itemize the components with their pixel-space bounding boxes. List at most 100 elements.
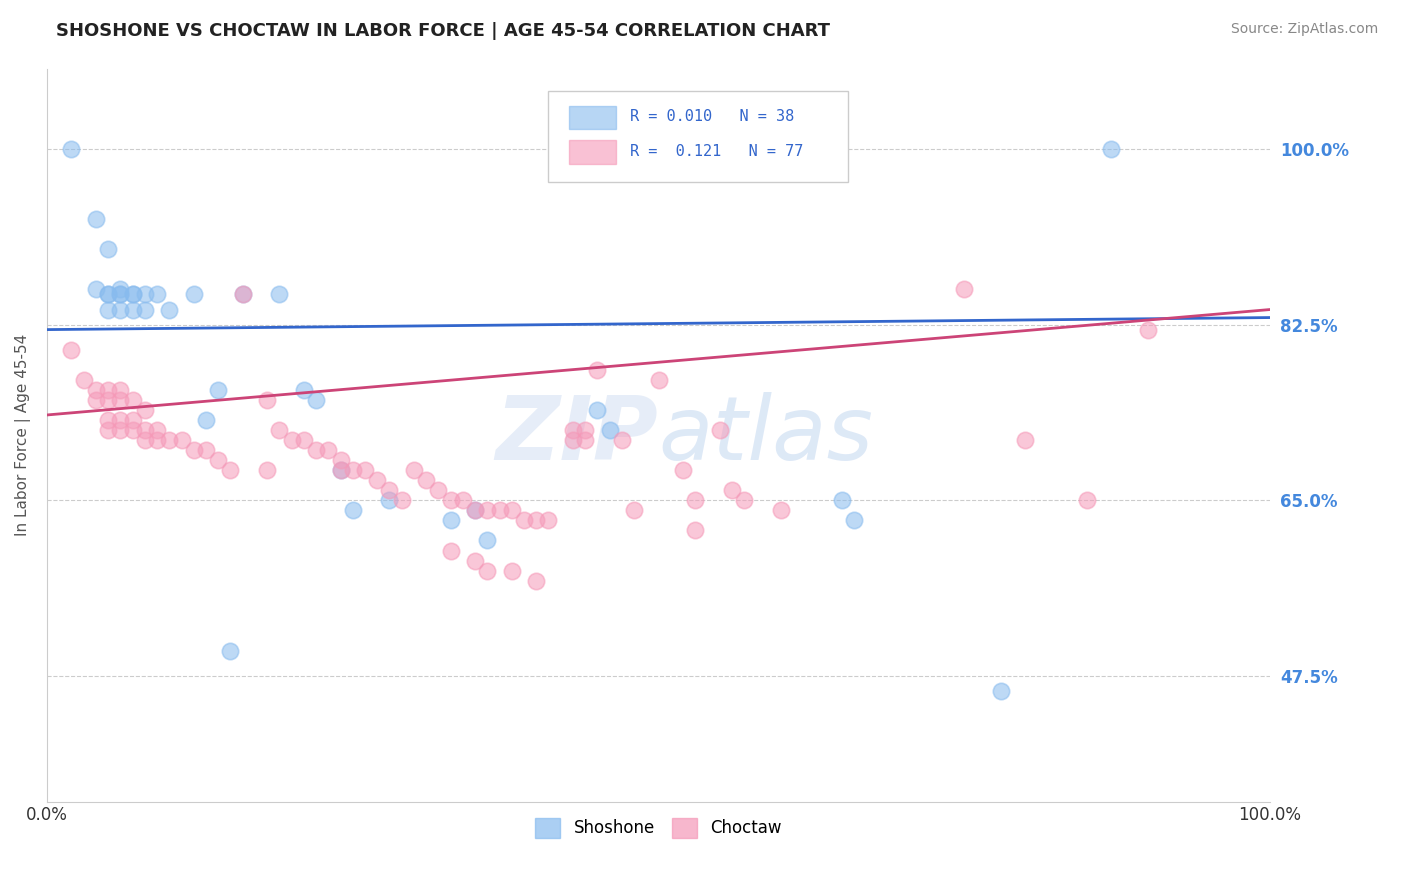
Point bbox=[953, 282, 976, 296]
Point bbox=[84, 282, 107, 296]
Point bbox=[207, 383, 229, 397]
Text: R =  0.121   N = 77: R = 0.121 N = 77 bbox=[630, 144, 804, 159]
Point bbox=[110, 287, 132, 301]
Point bbox=[342, 463, 364, 477]
Point bbox=[329, 463, 352, 477]
Point bbox=[292, 433, 315, 447]
Point bbox=[524, 574, 547, 588]
Point bbox=[586, 403, 609, 417]
Point bbox=[427, 483, 450, 498]
Point bbox=[146, 287, 169, 301]
Point bbox=[183, 287, 205, 301]
Point bbox=[157, 302, 180, 317]
Point bbox=[464, 503, 486, 517]
Point bbox=[207, 453, 229, 467]
Point bbox=[84, 383, 107, 397]
Point bbox=[60, 343, 83, 357]
Point bbox=[366, 473, 388, 487]
Point bbox=[1099, 142, 1122, 156]
Point bbox=[97, 413, 120, 427]
Point bbox=[121, 287, 143, 301]
Point bbox=[378, 493, 401, 508]
FancyBboxPatch shape bbox=[569, 106, 616, 129]
Point bbox=[647, 373, 669, 387]
Point bbox=[97, 287, 120, 301]
Text: ZIP: ZIP bbox=[496, 392, 658, 478]
Point bbox=[451, 493, 474, 508]
Point bbox=[219, 644, 242, 658]
Point bbox=[391, 493, 413, 508]
Point bbox=[464, 503, 486, 517]
Legend: Shoshone, Choctaw: Shoshone, Choctaw bbox=[529, 811, 789, 845]
Point bbox=[157, 433, 180, 447]
Point bbox=[269, 287, 291, 301]
Point bbox=[121, 302, 143, 317]
Point bbox=[121, 392, 143, 407]
Point bbox=[488, 503, 510, 517]
Point bbox=[121, 423, 143, 437]
Point bbox=[683, 524, 706, 538]
Point bbox=[219, 463, 242, 477]
Point bbox=[121, 287, 143, 301]
Point bbox=[477, 533, 499, 548]
Point bbox=[97, 302, 120, 317]
Point bbox=[110, 302, 132, 317]
Point bbox=[280, 433, 302, 447]
Y-axis label: In Labor Force | Age 45-54: In Labor Force | Age 45-54 bbox=[15, 334, 31, 536]
Point bbox=[110, 287, 132, 301]
Point bbox=[194, 413, 217, 427]
Point bbox=[269, 423, 291, 437]
Point bbox=[709, 423, 731, 437]
Point bbox=[464, 553, 486, 567]
Point bbox=[110, 423, 132, 437]
Point bbox=[586, 363, 609, 377]
Point bbox=[134, 433, 156, 447]
Point bbox=[110, 282, 132, 296]
Point bbox=[97, 383, 120, 397]
Point bbox=[477, 564, 499, 578]
Point bbox=[402, 463, 425, 477]
Point bbox=[84, 212, 107, 227]
Point bbox=[721, 483, 744, 498]
Point bbox=[599, 423, 621, 437]
Point bbox=[524, 513, 547, 527]
Point bbox=[831, 493, 853, 508]
Point bbox=[1076, 493, 1098, 508]
Point bbox=[97, 423, 120, 437]
Point bbox=[990, 684, 1012, 698]
Point bbox=[844, 513, 866, 527]
Point bbox=[134, 302, 156, 317]
Point bbox=[97, 392, 120, 407]
Point bbox=[170, 433, 193, 447]
Point bbox=[110, 392, 132, 407]
Point bbox=[342, 503, 364, 517]
Point bbox=[194, 443, 217, 458]
Point bbox=[73, 373, 96, 387]
Point bbox=[513, 513, 536, 527]
Point bbox=[97, 287, 120, 301]
Point bbox=[60, 142, 83, 156]
Point bbox=[378, 483, 401, 498]
Point bbox=[574, 423, 596, 437]
Point bbox=[232, 287, 254, 301]
Point bbox=[683, 493, 706, 508]
Point bbox=[305, 392, 328, 407]
Text: SHOSHONE VS CHOCTAW IN LABOR FORCE | AGE 45-54 CORRELATION CHART: SHOSHONE VS CHOCTAW IN LABOR FORCE | AGE… bbox=[56, 22, 830, 40]
Point bbox=[415, 473, 437, 487]
Text: Source: ZipAtlas.com: Source: ZipAtlas.com bbox=[1230, 22, 1378, 37]
Point bbox=[134, 403, 156, 417]
Point bbox=[672, 463, 695, 477]
Point bbox=[501, 564, 523, 578]
Point bbox=[97, 242, 120, 256]
Point bbox=[537, 513, 560, 527]
Point bbox=[256, 392, 278, 407]
Point bbox=[84, 392, 107, 407]
Point bbox=[733, 493, 755, 508]
Point bbox=[354, 463, 377, 477]
Point bbox=[134, 287, 156, 301]
Point bbox=[623, 503, 645, 517]
Point bbox=[610, 433, 633, 447]
Point bbox=[477, 503, 499, 517]
Point bbox=[439, 513, 461, 527]
Point bbox=[146, 423, 169, 437]
